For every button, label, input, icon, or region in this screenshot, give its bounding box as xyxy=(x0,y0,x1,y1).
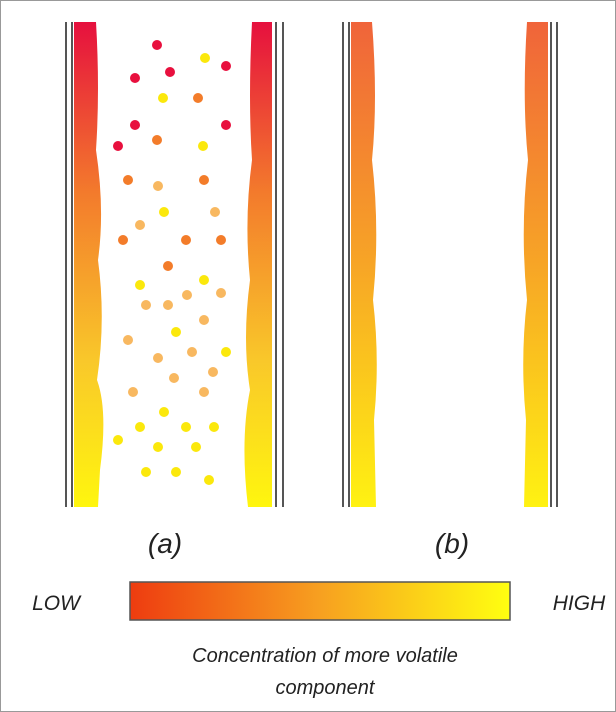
vapor-dot xyxy=(153,442,163,452)
vapor-dot xyxy=(135,280,145,290)
vapor-dot xyxy=(153,181,163,191)
vapor-dot xyxy=(123,335,133,345)
vapor-dot xyxy=(181,235,191,245)
vapor-dot xyxy=(135,422,145,432)
vapor-dot xyxy=(165,67,175,77)
vapor-dot xyxy=(182,290,192,300)
vapor-dots xyxy=(113,40,231,485)
vapor-dot xyxy=(221,61,231,71)
vapor-dot xyxy=(159,207,169,217)
tube-a xyxy=(65,22,284,507)
vapor-dot xyxy=(171,467,181,477)
label-a: (a) xyxy=(148,528,182,559)
vapor-dot xyxy=(153,353,163,363)
vapor-dot xyxy=(199,315,209,325)
vapor-dot xyxy=(204,475,214,485)
vapor-dot xyxy=(221,347,231,357)
vapor-dot xyxy=(199,275,209,285)
vapor-dot xyxy=(209,422,219,432)
vapor-dot xyxy=(158,93,168,103)
vapor-dot xyxy=(187,347,197,357)
vapor-dot xyxy=(198,141,208,151)
vapor-dot xyxy=(152,40,162,50)
vapor-dot xyxy=(113,141,123,151)
vapor-dot xyxy=(118,235,128,245)
vapor-dot xyxy=(169,373,179,383)
caption-line: Concentration of more volatile xyxy=(192,645,458,667)
vapor-dot xyxy=(141,300,151,310)
low-label: LOW xyxy=(32,592,82,615)
vapor-dot xyxy=(210,207,220,217)
vapor-dot xyxy=(163,261,173,271)
vapor-dot xyxy=(216,235,226,245)
vapor-dot xyxy=(193,93,203,103)
vapor-dot xyxy=(141,467,151,477)
vapor-dot xyxy=(130,73,140,83)
label-b: (b) xyxy=(435,528,469,559)
vapor-dot xyxy=(128,387,138,397)
vapor-dot xyxy=(163,300,173,310)
vapor-dot xyxy=(221,120,231,130)
vapor-dot xyxy=(200,53,210,63)
tube-b xyxy=(342,22,558,507)
vapor-dot xyxy=(130,120,140,130)
vapor-dot xyxy=(159,407,169,417)
vapor-dot xyxy=(199,175,209,185)
vapor-dot xyxy=(191,442,201,452)
vapor-dot xyxy=(216,288,226,298)
caption-line: component xyxy=(276,677,376,699)
vapor-dot xyxy=(123,175,133,185)
vapor-dot xyxy=(152,135,162,145)
vapor-dot xyxy=(171,327,181,337)
vapor-dot xyxy=(199,387,209,397)
color-scale xyxy=(129,581,511,621)
vapor-dot xyxy=(113,435,123,445)
vapor-dot xyxy=(208,367,218,377)
vapor-dot xyxy=(135,220,145,230)
vapor-dot xyxy=(181,422,191,432)
high-label: HIGH xyxy=(553,592,606,615)
